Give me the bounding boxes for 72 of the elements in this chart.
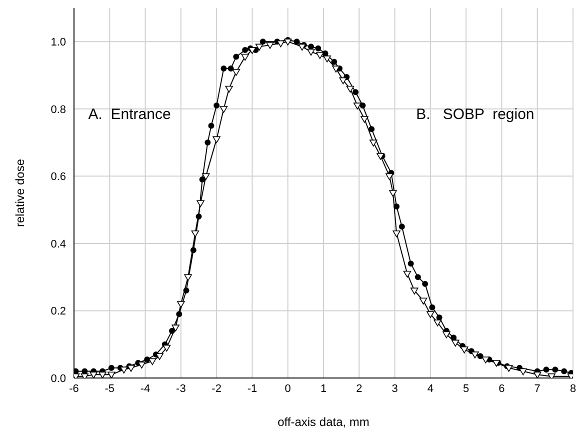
y-axis-title: relative dose: [13, 158, 27, 228]
y-tick-label: 0.0: [50, 372, 66, 385]
point: [98, 372, 106, 378]
point: [426, 311, 434, 318]
point: [434, 320, 442, 326]
point: [191, 230, 200, 238]
x-tick-label: 3: [392, 382, 398, 395]
point: [332, 66, 340, 72]
x-tick-label: 1: [320, 382, 327, 395]
point: [403, 270, 412, 278]
point: [353, 102, 362, 110]
point: [376, 153, 384, 160]
point: [392, 230, 400, 238]
point: [225, 86, 233, 93]
x-tick-label: -6: [69, 382, 79, 395]
point: [451, 340, 460, 347]
point: [460, 346, 468, 354]
y-tick-label: 0.6: [50, 171, 66, 184]
x-tick-label: 7: [534, 382, 540, 395]
point: [156, 353, 164, 360]
point: [386, 173, 394, 180]
point: [471, 352, 479, 358]
point: [220, 106, 228, 113]
point: [492, 360, 500, 367]
point: [410, 288, 418, 294]
y-tick-label: 0.8: [50, 104, 66, 116]
annotation: B. SOBP region: [416, 106, 534, 123]
point: [184, 274, 192, 281]
point: [90, 372, 98, 378]
point: [284, 38, 292, 46]
point: [419, 298, 428, 305]
x-tick-label: -1: [247, 382, 258, 395]
point: [196, 200, 204, 207]
point: [360, 116, 368, 123]
point: [266, 42, 274, 49]
point: [255, 44, 264, 51]
x-tick-label: 8: [570, 382, 576, 395]
x-tick-label: -2: [212, 382, 222, 395]
point: [241, 54, 249, 61]
y-tick-label: 1.0: [50, 36, 66, 49]
point: [389, 190, 397, 197]
point: [177, 301, 185, 308]
point: [442, 331, 450, 338]
point: [148, 358, 156, 366]
point: [232, 69, 240, 76]
point: [212, 136, 220, 144]
point: [323, 56, 331, 62]
x-tick-label: -3: [176, 382, 186, 395]
point: [202, 173, 210, 180]
y-tick-label: 0.4: [50, 238, 66, 250]
x-tick-label: 5: [463, 382, 470, 395]
y-tick-label: 0.2: [50, 306, 66, 318]
point: [120, 366, 128, 374]
annotation: A. Entrance: [88, 106, 171, 123]
x-tick-label: 2: [356, 382, 362, 395]
x-tick-label: -5: [104, 382, 115, 395]
point: [307, 48, 315, 56]
point: [108, 372, 116, 378]
point: [162, 344, 171, 352]
point: [316, 52, 324, 59]
x-axis-title: off-axis data, mm: [278, 415, 370, 429]
point: [482, 356, 490, 364]
point: [370, 140, 378, 146]
point: [346, 86, 354, 93]
point: [172, 324, 180, 332]
x-tick-label: 6: [498, 382, 505, 395]
x-tick-label: 4: [427, 382, 434, 395]
x-tick-label: 0: [284, 382, 291, 395]
x-tick-label: -4: [140, 382, 150, 395]
point: [533, 372, 542, 378]
point: [519, 368, 527, 376]
point: [127, 365, 135, 372]
